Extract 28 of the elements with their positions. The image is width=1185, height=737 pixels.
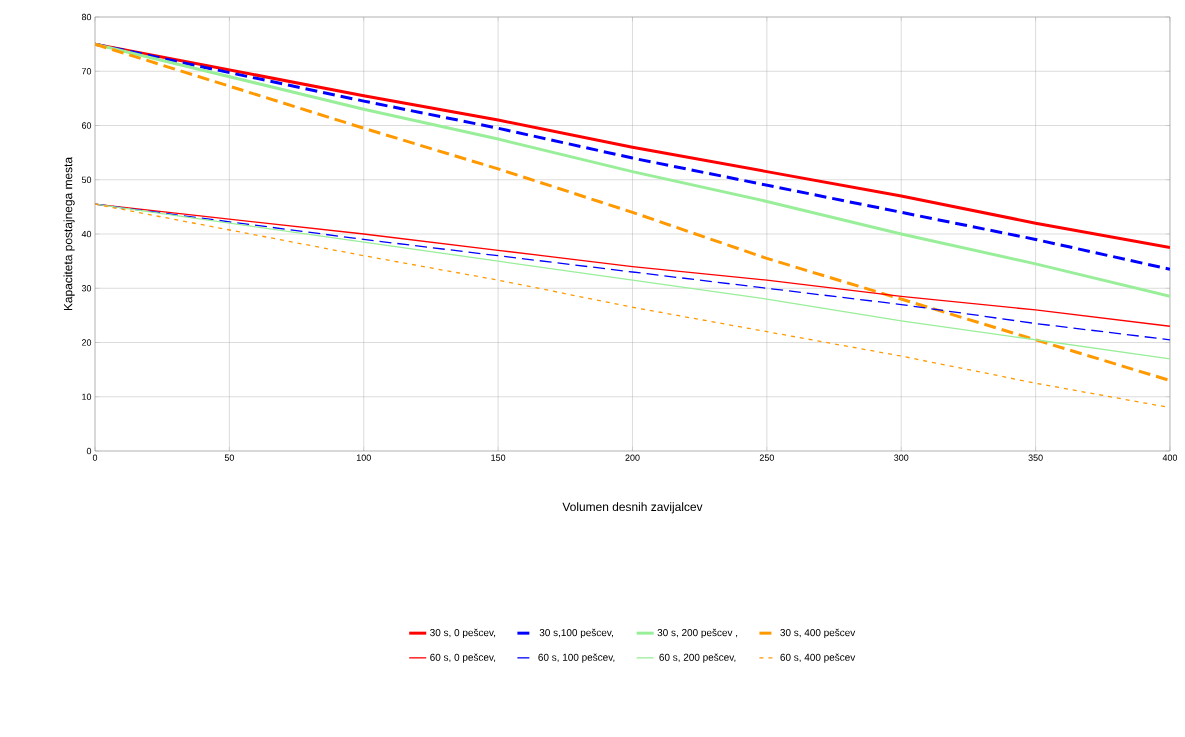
legend-label: 60 s, 200 pešcev, — [659, 653, 736, 663]
y-tick-label: 20 — [81, 339, 92, 346]
x-tick-label: 400 — [1162, 454, 1178, 461]
y-tick-label: 70 — [81, 68, 92, 75]
y-tick-label: 60 — [81, 122, 92, 129]
y-tick-label: 10 — [82, 393, 92, 400]
x-tick-label: 250 — [759, 454, 774, 461]
legend-label: 60 s, 400 pešcev — [780, 653, 856, 663]
x-tick-label: 100 — [356, 454, 371, 461]
y-tick-label: 30 — [81, 285, 92, 292]
y-tick-label: 40 — [81, 230, 92, 238]
x-axis-title: Volumen desnih zavijalcev — [562, 502, 703, 514]
y-tick-label: 0 — [86, 447, 92, 455]
legend-label: 30 s,100 pešcev, — [539, 628, 613, 639]
x-tick-label: 200 — [625, 454, 640, 461]
x-tick-label: 150 — [491, 454, 506, 461]
legend-label: 30 s, 400 pešcev — [780, 628, 856, 639]
x-tick-label: 300 — [894, 454, 909, 461]
x-tick-label: 0 — [92, 454, 98, 461]
x-tick-label: 50 — [224, 454, 235, 461]
x-tick-label: 350 — [1028, 454, 1043, 461]
y-tick-label: 50 — [81, 176, 92, 183]
legend-label: 30 s, 0 pešcev, — [430, 628, 496, 639]
legend-label: 60 s, 0 pešcev, — [430, 653, 496, 663]
legend-label: 30 s, 200 pešcev , — [657, 628, 738, 639]
y-tick-label: 80 — [81, 13, 92, 21]
y-axis-title: Kapaciteta postajnega mesta — [63, 156, 75, 311]
legend-label: 60 s, 100 pešcev, — [538, 653, 615, 663]
